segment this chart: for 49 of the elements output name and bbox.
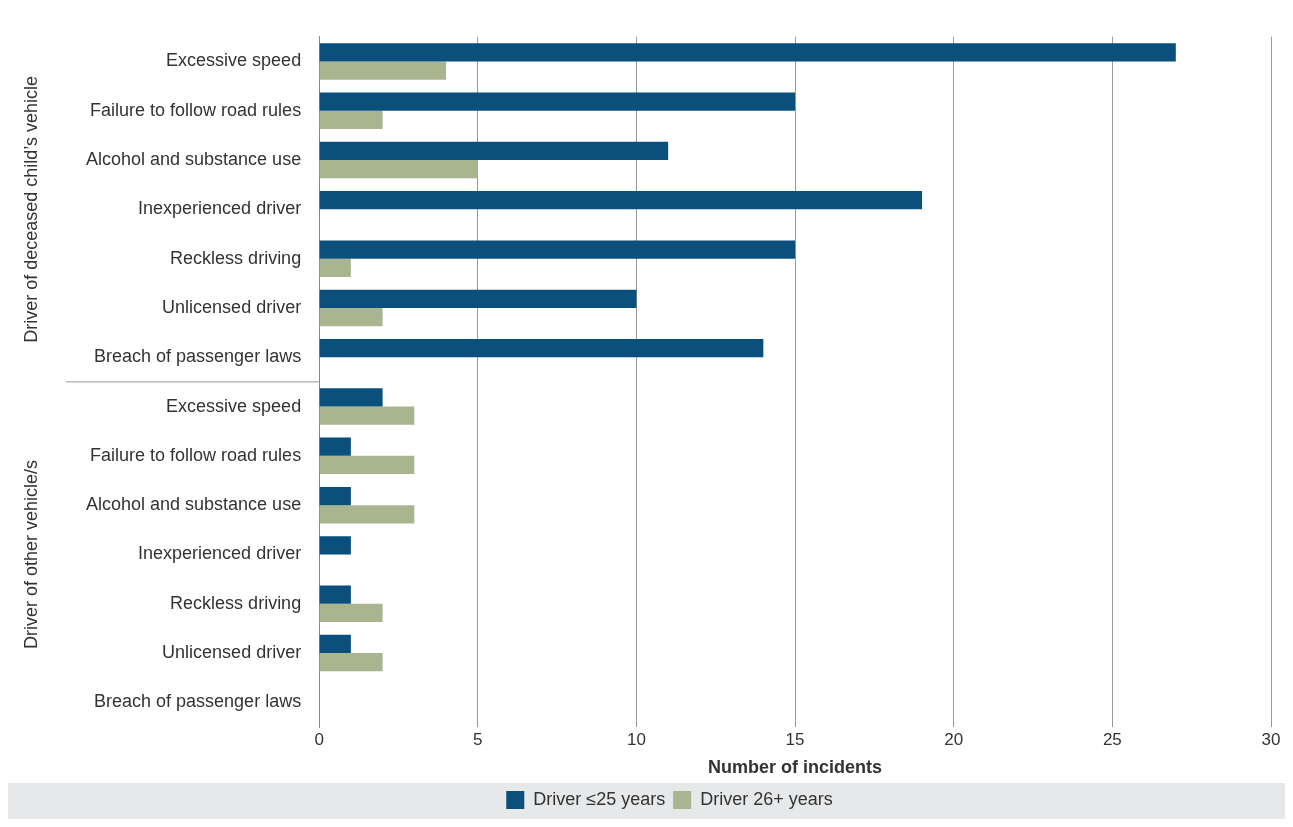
- y-tick-label: Breach of passenger laws: [94, 346, 302, 367]
- y-tick-label: Failure to follow road rules: [90, 444, 302, 465]
- bar: [319, 92, 796, 111]
- y-tick-label: Unlicensed driver: [162, 296, 302, 317]
- y-tick-label: Failure to follow road rules: [90, 99, 302, 120]
- bar: [319, 505, 415, 524]
- x-tick-label: 30: [1261, 729, 1281, 749]
- text: Driver of deceased child’s vehicle: [20, 75, 41, 343]
- bar: [319, 289, 637, 308]
- y-tick-label: Inexperienced driver: [138, 543, 302, 564]
- text: Driver of other vehicle/s: [20, 459, 41, 649]
- x-tick-label: 20: [944, 729, 964, 749]
- bar: [319, 486, 351, 506]
- bar: [319, 603, 383, 622]
- x-tick-label: 10: [626, 729, 646, 749]
- bar: [319, 406, 415, 425]
- bar: [319, 437, 351, 456]
- x-tick-label: 0: [314, 729, 324, 749]
- y-tick-label: Unlicensed driver: [162, 642, 302, 663]
- x-tick-label: 5: [473, 729, 483, 749]
- x-tick-label: 25: [1102, 729, 1122, 749]
- bar: [319, 585, 351, 604]
- bar: [319, 307, 383, 327]
- x-axis-title: Number of incidents: [708, 757, 883, 778]
- bar: [319, 536, 351, 555]
- bar: [319, 61, 447, 80]
- bar: [319, 388, 383, 407]
- legend-label: Driver ≤25 years: [533, 788, 666, 809]
- y-tick-label: Inexperienced driver: [138, 198, 302, 219]
- bar: [319, 191, 922, 210]
- bar: [319, 258, 351, 277]
- bar: [319, 43, 1176, 62]
- bar: [319, 339, 764, 358]
- bar: [319, 240, 796, 259]
- bar: [319, 634, 351, 654]
- y-tick-label: Breach of passenger laws: [94, 691, 302, 712]
- bar: [319, 110, 383, 129]
- y-tick-label: Excessive speed: [166, 50, 302, 71]
- bar: [319, 160, 478, 179]
- legend-label: Driver 26+ years: [700, 788, 833, 809]
- y-tick-label: Alcohol and substance use: [85, 494, 302, 515]
- bar: [319, 141, 669, 161]
- y-tick-label: Reckless driving: [170, 592, 302, 613]
- y-tick-label: Reckless driving: [170, 247, 302, 268]
- x-tick-label: 15: [785, 729, 805, 749]
- y-tick-label: Alcohol and substance use: [85, 149, 302, 170]
- bar: [319, 653, 383, 672]
- y-tick-label: Excessive speed: [166, 395, 302, 416]
- bar: [319, 455, 415, 475]
